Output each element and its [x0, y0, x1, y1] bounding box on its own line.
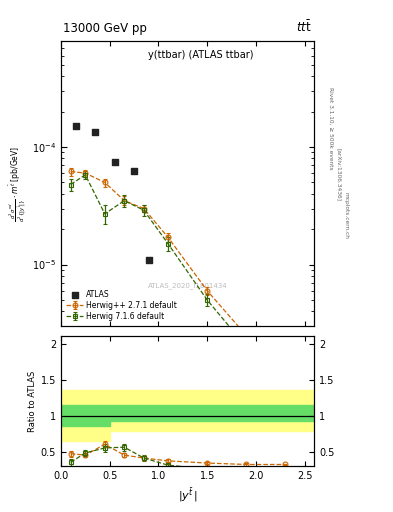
Text: y(ttbar) (ATLAS ttbar): y(ttbar) (ATLAS ttbar): [148, 50, 253, 59]
ATLAS: [131, 167, 137, 176]
ATLAS: [111, 158, 118, 166]
ATLAS: [92, 127, 98, 136]
Text: Rivet 3.1.10, ≥ 500k events: Rivet 3.1.10, ≥ 500k events: [328, 87, 333, 169]
Legend: ATLAS, Herwig++ 2.7.1 default, Herwig 7.1.6 default: ATLAS, Herwig++ 2.7.1 default, Herwig 7.…: [65, 288, 178, 322]
ATLAS: [72, 122, 79, 131]
ATLAS: [145, 255, 152, 264]
Text: [arXiv:1306.3436]: [arXiv:1306.3436]: [336, 147, 341, 201]
Y-axis label: Ratio to ATLAS: Ratio to ATLAS: [28, 371, 37, 432]
Text: ATLAS_2020_I1801434: ATLAS_2020_I1801434: [148, 282, 228, 289]
Y-axis label: $\frac{d^2\sigma^{nd}}{d^2\{|y^{\bar{t}}|\}} \cdot m^{\bar{t}}$ [pb/GeV]: $\frac{d^2\sigma^{nd}}{d^2\{|y^{\bar{t}}…: [7, 145, 28, 222]
Text: mcplots.cern.ch: mcplots.cern.ch: [344, 191, 349, 239]
Text: tt$\bar{\mathrm{t}}$: tt$\bar{\mathrm{t}}$: [296, 20, 312, 35]
X-axis label: $|y^{\bar{t}\,}|$: $|y^{\bar{t}\,}|$: [178, 486, 198, 504]
Text: 13000 GeV pp: 13000 GeV pp: [63, 22, 147, 35]
